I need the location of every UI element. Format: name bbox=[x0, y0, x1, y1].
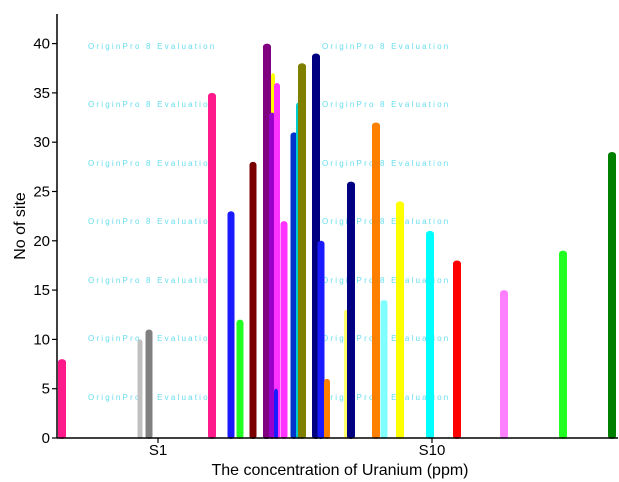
bar bbox=[324, 378, 330, 439]
bar bbox=[227, 211, 235, 439]
watermark-text: OriginPro 8 Evaluation bbox=[88, 100, 216, 109]
bar bbox=[58, 359, 66, 439]
bar bbox=[298, 63, 306, 439]
x-axis-label: The concentration of Uranium (ppm) bbox=[212, 462, 469, 479]
x-ticks: S1 S10 bbox=[149, 438, 446, 459]
bar bbox=[453, 260, 461, 439]
bar bbox=[396, 201, 404, 439]
bar bbox=[249, 161, 257, 439]
x-tick-label: S1 bbox=[149, 442, 167, 459]
watermark-text: OriginPro 8 Evaluation bbox=[322, 217, 450, 226]
bar bbox=[372, 122, 380, 439]
bar bbox=[280, 221, 288, 439]
watermark-text: OriginPro 8 Evaluation bbox=[322, 159, 450, 168]
watermark-text: OriginPro 8 Evaluation bbox=[322, 276, 450, 285]
watermark-text: OriginPro 8 Evaluation bbox=[88, 159, 216, 168]
y-tick-label: 15 bbox=[33, 282, 50, 299]
bar bbox=[274, 388, 278, 439]
bar bbox=[208, 92, 216, 439]
watermark-text: OriginPro 8 Evaluation bbox=[322, 42, 450, 51]
watermark-text: OriginPro 8 Evaluation bbox=[88, 42, 216, 51]
watermark-text: OriginPro 8 Evaluation bbox=[322, 100, 450, 109]
y-ticks: 0 5 10 15 20 25 30 35 40 bbox=[33, 36, 57, 447]
bar bbox=[145, 329, 153, 439]
y-tick-label: 5 bbox=[42, 381, 50, 398]
bar bbox=[236, 319, 244, 439]
bar bbox=[380, 299, 388, 439]
watermark-text: OriginPro 8 Evaluation bbox=[88, 276, 216, 285]
y-tick-label: 30 bbox=[33, 134, 50, 151]
bar bbox=[559, 250, 567, 439]
y-tick-label: 35 bbox=[33, 85, 50, 102]
bar bbox=[500, 290, 508, 439]
y-tick-label: 25 bbox=[33, 183, 50, 200]
bar bbox=[137, 339, 143, 439]
bar bbox=[317, 240, 325, 439]
y-tick-label: 0 bbox=[42, 430, 50, 447]
y-tick-label: 10 bbox=[33, 331, 50, 348]
y-tick-label: 20 bbox=[33, 233, 50, 250]
bar bbox=[347, 181, 355, 439]
x-tick-label: S10 bbox=[419, 442, 446, 459]
y-axis-label: No of site bbox=[12, 192, 29, 260]
axes-layer bbox=[56, 14, 618, 439]
bar bbox=[608, 152, 616, 439]
bars-layer bbox=[58, 43, 616, 440]
bar bbox=[269, 112, 275, 440]
y-tick-label: 40 bbox=[33, 36, 50, 53]
bar bbox=[426, 230, 434, 439]
watermark-text: OriginPro 8 Evaluation bbox=[88, 217, 216, 226]
bar bbox=[290, 132, 298, 440]
bar bbox=[274, 83, 280, 439]
